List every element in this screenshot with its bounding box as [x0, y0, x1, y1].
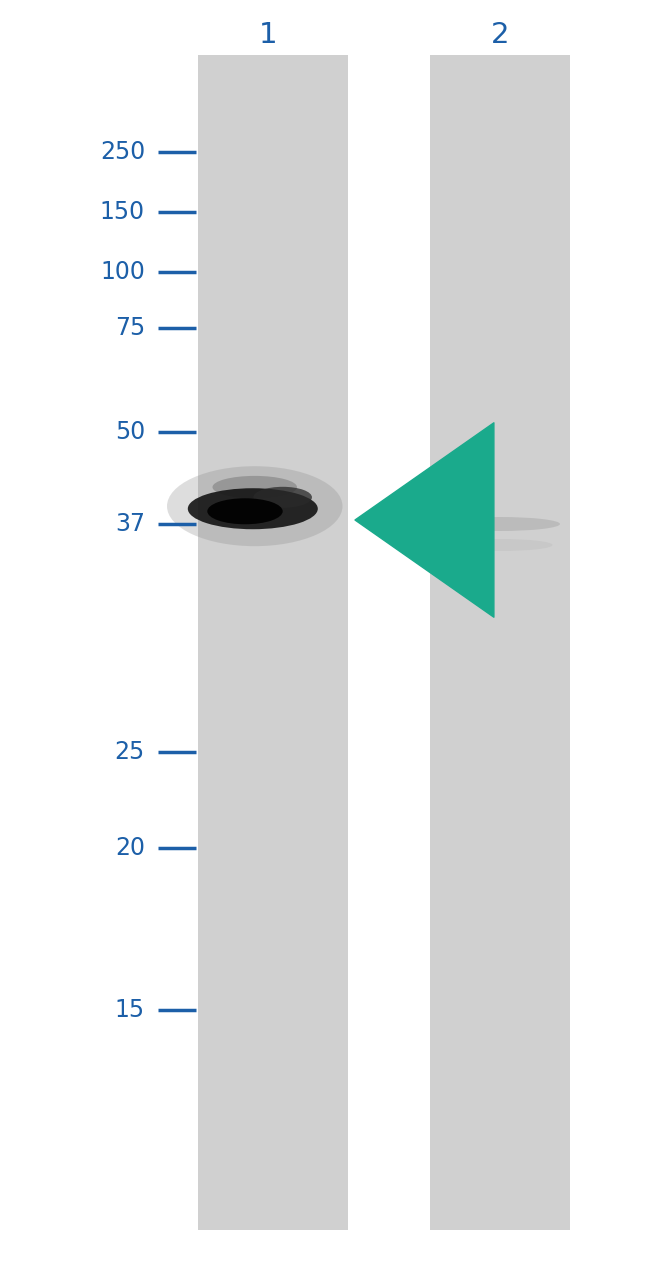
- Bar: [430, 55, 570, 1231]
- Text: 150: 150: [100, 199, 145, 224]
- Text: 100: 100: [100, 260, 145, 284]
- Text: 1: 1: [259, 22, 278, 50]
- Ellipse shape: [254, 486, 312, 508]
- Bar: [198, 55, 348, 1231]
- Ellipse shape: [440, 517, 560, 531]
- Ellipse shape: [167, 466, 343, 546]
- Text: 20: 20: [115, 836, 145, 860]
- Ellipse shape: [213, 476, 297, 498]
- Text: 25: 25: [115, 740, 145, 765]
- Ellipse shape: [447, 538, 552, 551]
- Text: 250: 250: [99, 140, 145, 164]
- Text: 2: 2: [491, 22, 509, 50]
- Text: 50: 50: [115, 420, 145, 444]
- Text: 37: 37: [115, 512, 145, 536]
- Ellipse shape: [207, 498, 283, 525]
- Text: 15: 15: [115, 998, 145, 1022]
- Ellipse shape: [188, 488, 318, 530]
- Text: 75: 75: [115, 316, 145, 340]
